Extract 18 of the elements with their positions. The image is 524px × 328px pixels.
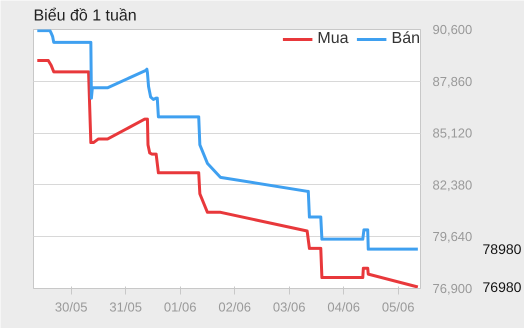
text: 76980 — [482, 278, 522, 295]
x-tick-label: 01/06 — [164, 300, 196, 314]
x-tick-label: 30/05 — [54, 300, 88, 314]
x-tick-label: 03/06 — [272, 300, 306, 314]
text: 78980 — [482, 241, 522, 258]
x-tick-label: 31/05 — [109, 300, 142, 314]
y-tick-label: 87,860 — [432, 74, 472, 89]
y-tick-label: 85,120 — [432, 126, 472, 141]
y-tick-label: 82,380 — [432, 177, 472, 192]
x-tick-label: 05/06 — [382, 300, 414, 314]
chart-title: Biểu đồ 1 tuần — [34, 8, 137, 24]
y-tick-label: 79,640 — [432, 229, 472, 244]
y-tick-label: 76,900 — [432, 281, 472, 296]
y-tick-label: 90,600 — [432, 22, 472, 37]
x-tick-label: 02/06 — [218, 300, 251, 314]
x-tick-label: 04/06 — [327, 300, 360, 314]
legend-label: Mua — [317, 30, 349, 48]
legend-label: Bán — [392, 30, 420, 48]
